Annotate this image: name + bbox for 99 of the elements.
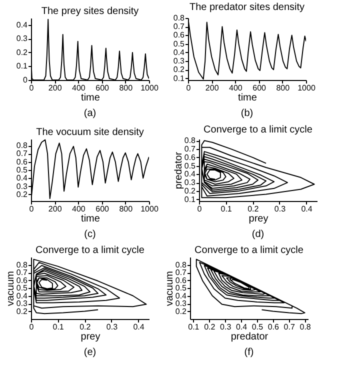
x-tick-label: 0.3 — [106, 322, 118, 332]
x-axis-title: time — [81, 214, 100, 224]
y-tick-label: 0.8 — [173, 14, 186, 22]
y-tick-label: 0.8 — [16, 260, 28, 270]
y-tick-label: 0.6 — [16, 157, 28, 166]
y-tick-label: 0.4 — [16, 20, 28, 30]
chart-title: The vocuum site density — [36, 127, 144, 138]
x-tick-label: 1000 — [298, 84, 316, 92]
y-tick-label: 0.4 — [184, 170, 196, 179]
text: (c) — [84, 229, 96, 240]
x-tick-label: 600 — [96, 84, 110, 92]
y-tick-label: 0.4 — [16, 174, 28, 183]
y-tick-label: 0.6 — [175, 276, 188, 285]
x-tick-label: 0.3 — [220, 322, 232, 332]
y-tick-label: 0.5 — [175, 284, 188, 292]
x-tick-label: 800 — [119, 84, 134, 92]
x-tick-label: 0.3 — [274, 204, 286, 214]
y-tick-label: 0.2 — [175, 306, 188, 316]
x-tick-label: 0.2 — [204, 322, 216, 332]
y-tick-label: 0.7 — [16, 149, 28, 158]
x-tick-label: 0 — [29, 84, 34, 92]
y-tick-label: 0.3 — [16, 34, 28, 44]
x-tick-label: 0.4 — [133, 322, 145, 332]
y-tick-label: 0.7 — [175, 268, 188, 277]
x-axis-title: time — [81, 92, 100, 104]
chart-title: Converge to a limit cycle — [204, 124, 313, 136]
x-tick-label: 0.1 — [220, 204, 232, 214]
x-tick-label: 1000 — [140, 84, 159, 92]
x-tick-label: 0.4 — [301, 204, 313, 214]
x-tick-label: 600 — [96, 204, 110, 214]
x-tick-label: 0.8 — [300, 322, 312, 332]
y-tick-label: 0.6 — [184, 152, 196, 162]
text: (f) — [244, 347, 254, 358]
x-axis-title: prey — [80, 332, 100, 342]
x-tick-label: 0.2 — [80, 322, 92, 332]
chart-title: Converge to a limit cycle — [194, 245, 304, 256]
y-tick-label: 0.3 — [16, 182, 28, 191]
line-series — [196, 258, 306, 314]
y-axis-title: predator — [173, 151, 184, 190]
y-tick-label: 0.4 — [175, 291, 188, 300]
x-tick-label: 800 — [119, 204, 134, 214]
chart-title: The predator sites density — [189, 2, 305, 13]
x-axis-title: prey — [248, 214, 268, 224]
x-tick-label: 400 — [229, 84, 243, 92]
y-axis-title: vacuum — [164, 270, 176, 306]
x-tick-label: 0 — [29, 322, 34, 332]
y-tick-label: 0.8 — [16, 141, 28, 150]
x-axis-title: time — [238, 92, 258, 104]
y-tick-label: 0.5 — [173, 39, 186, 48]
text: (e) — [84, 347, 96, 358]
y-tick-label: 0.1 — [173, 74, 186, 83]
y-tick-label: 0.3 — [184, 178, 196, 188]
text: (b) — [240, 108, 254, 119]
y-tick-label: 0.3 — [16, 299, 28, 308]
x-tick-label: 0.4 — [236, 322, 248, 332]
y-tick-label: 0.6 — [16, 276, 28, 285]
y-tick-label: 0.7 — [173, 22, 186, 32]
x-tick-label: 200 — [48, 204, 62, 214]
chart-title: Converge to a limit cycle — [36, 245, 145, 256]
y-tick-label: 0.7 — [16, 268, 28, 277]
y-tick-label: 0.4 — [16, 291, 28, 300]
y-tick-label: 0.2 — [184, 186, 196, 196]
y-axis-title: vacuum — [5, 270, 16, 306]
y-tick-label: 0.2 — [173, 65, 186, 74]
y-tick-label: 0.2 — [16, 190, 28, 199]
y-tick-label: 0.5 — [16, 166, 28, 174]
x-tick-label: 400 — [72, 204, 86, 214]
y-tick-label: 0.2 — [16, 306, 28, 316]
y-tick-label: 0.7 — [184, 144, 196, 154]
x-tick-label: 0.2 — [248, 204, 260, 214]
text: (a) — [84, 108, 96, 119]
x-tick-label: 0.1 — [52, 322, 64, 332]
y-tick-label: 0 — [23, 76, 28, 84]
y-tick-label: 0.6 — [173, 30, 186, 40]
y-tick-label: 0.2 — [16, 48, 28, 57]
x-tick-label: 800 — [276, 84, 290, 92]
text: (d) — [252, 229, 264, 240]
x-axis-title: predator — [230, 332, 269, 342]
y-tick-label: 0.4 — [173, 48, 186, 57]
chart-title: The prey sites density — [41, 6, 139, 17]
x-tick-label: 1000 — [140, 204, 159, 214]
x-tick-label: 0.7 — [284, 322, 296, 332]
y-tick-label: 0.8 — [184, 136, 196, 146]
y-tick-label: 0.5 — [16, 284, 28, 292]
x-tick-label: 0 — [197, 204, 202, 214]
x-tick-label: 0.6 — [268, 322, 280, 332]
x-tick-label: 600 — [252, 84, 267, 92]
y-tick-label: 0.5 — [184, 161, 196, 170]
x-tick-label: 0 — [29, 204, 34, 214]
x-tick-label: 400 — [72, 84, 86, 92]
y-tick-label: 0.8 — [175, 260, 188, 270]
y-tick-label: 0.1 — [184, 194, 196, 204]
y-tick-label: 0.3 — [173, 56, 186, 66]
y-tick-label: 0.1 — [16, 62, 28, 71]
x-tick-label: 200 — [48, 84, 62, 92]
x-tick-label: 200 — [205, 84, 220, 92]
x-tick-label: 0.5 — [252, 322, 264, 332]
y-tick-label: 0.3 — [175, 299, 188, 308]
line-series — [201, 140, 315, 198]
